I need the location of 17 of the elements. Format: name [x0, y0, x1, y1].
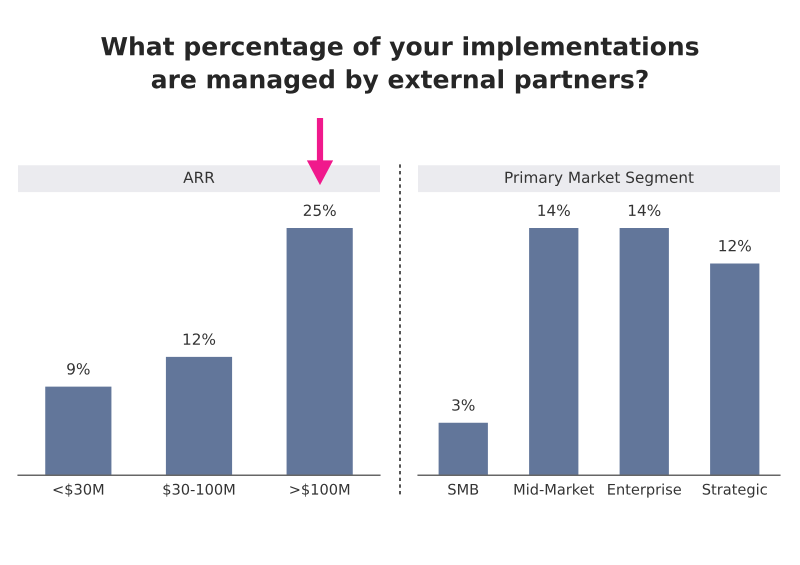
- data-label: 25%: [304, 204, 336, 216]
- x-tick-label: SMB: [448, 484, 478, 495]
- data-label: 9%: [67, 363, 90, 375]
- data-label: 12%: [719, 240, 751, 252]
- x-tick-label: Strategic: [702, 484, 767, 498]
- data-label: 3%: [452, 399, 475, 411]
- x-tick-label: $30-100M: [163, 484, 234, 497]
- text: What percentage of your implementations are managed by external partners?: [101, 36, 698, 94]
- chart-title: ARR: [183, 172, 214, 183]
- x-tick-label: Enterprise: [608, 484, 681, 498]
- x-tick-label: Mid-Market: [514, 484, 594, 495]
- x-tick-label: <$30M: [54, 484, 104, 497]
- data-label: 14%: [628, 204, 660, 216]
- data-label: 12%: [184, 333, 216, 345]
- data-label: 14%: [538, 204, 570, 216]
- chart-title: Primary Market Segment: [505, 171, 694, 186]
- x-tick-label: >$100M: [290, 484, 350, 497]
